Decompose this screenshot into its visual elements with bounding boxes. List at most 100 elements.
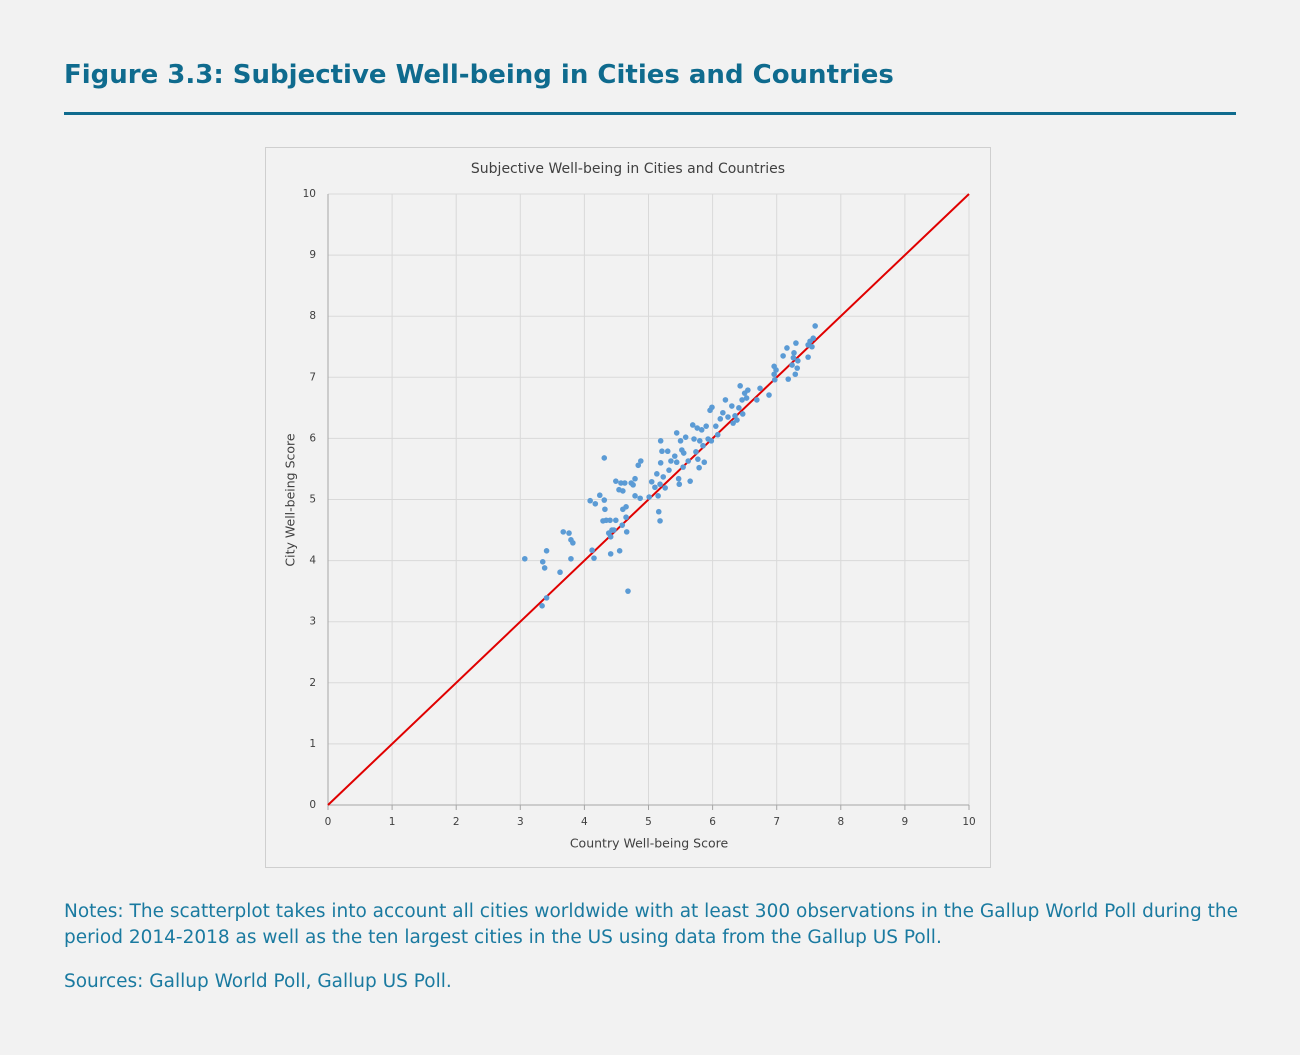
point xyxy=(736,405,742,411)
y-tick-label: 5 xyxy=(309,494,316,506)
point xyxy=(618,480,624,486)
point xyxy=(687,478,693,484)
point xyxy=(790,354,797,361)
point xyxy=(771,371,777,378)
point xyxy=(685,458,692,464)
point xyxy=(619,522,626,528)
point xyxy=(812,323,818,329)
point xyxy=(539,559,546,565)
point xyxy=(601,497,608,503)
point xyxy=(570,540,576,546)
point xyxy=(659,448,665,455)
point xyxy=(621,480,628,486)
point xyxy=(646,494,652,500)
y-tick-label: 6 xyxy=(309,432,316,444)
x-tick-label: 1 xyxy=(389,816,396,828)
point xyxy=(632,475,638,482)
point xyxy=(605,530,612,536)
x-axis-label: Country Well-being Score xyxy=(570,836,729,851)
point xyxy=(657,438,664,444)
point xyxy=(680,464,686,470)
x-tick-label: 3 xyxy=(517,816,524,828)
y-tick-label: 4 xyxy=(309,555,316,567)
x-tick-label: 4 xyxy=(581,816,588,828)
point xyxy=(611,527,617,533)
point xyxy=(677,438,684,444)
point xyxy=(771,376,778,383)
point xyxy=(789,362,795,368)
y-tick-label: 3 xyxy=(309,616,316,628)
point xyxy=(730,420,736,426)
point xyxy=(543,548,550,554)
point xyxy=(682,434,689,440)
y-tick-label: 1 xyxy=(309,738,316,750)
point xyxy=(671,453,678,459)
point xyxy=(623,529,630,535)
point xyxy=(809,343,815,350)
point xyxy=(785,376,792,382)
point xyxy=(625,588,631,594)
y-tick-label: 10 xyxy=(303,188,316,200)
x-tick-label: 8 xyxy=(837,816,844,828)
point xyxy=(732,412,738,419)
point xyxy=(703,423,709,429)
point xyxy=(600,518,606,524)
point xyxy=(607,551,614,557)
point xyxy=(696,438,703,444)
point xyxy=(737,383,743,389)
point xyxy=(601,455,608,461)
point xyxy=(655,493,661,499)
point xyxy=(689,422,696,428)
point xyxy=(635,462,642,469)
point xyxy=(613,478,619,484)
point xyxy=(794,365,801,371)
point xyxy=(620,488,626,494)
point xyxy=(660,474,667,480)
x-tick-label: 2 xyxy=(453,816,460,828)
point xyxy=(743,395,750,401)
point xyxy=(757,385,763,392)
point xyxy=(695,456,701,462)
point xyxy=(675,475,682,482)
point xyxy=(780,353,786,359)
point xyxy=(805,354,811,360)
x-tick-label: 9 xyxy=(902,816,909,828)
point xyxy=(664,448,671,455)
point xyxy=(680,450,687,456)
point xyxy=(729,403,735,409)
x-tick-label: 10 xyxy=(962,816,975,828)
point xyxy=(657,460,664,466)
point xyxy=(630,482,636,488)
point xyxy=(648,478,655,485)
point xyxy=(566,530,572,536)
point xyxy=(654,471,660,477)
point xyxy=(637,495,643,502)
point xyxy=(673,430,680,436)
point xyxy=(591,555,597,561)
point xyxy=(592,500,599,507)
point xyxy=(666,467,672,473)
point xyxy=(620,506,626,513)
point xyxy=(589,547,595,554)
x-tick-label: 0 xyxy=(325,816,332,828)
point xyxy=(708,438,715,444)
y-tick-label: 8 xyxy=(309,310,316,322)
point xyxy=(693,449,699,455)
point xyxy=(739,411,746,417)
point xyxy=(717,416,724,422)
point xyxy=(734,417,740,423)
point xyxy=(739,397,745,403)
y-tick-label: 9 xyxy=(309,249,316,261)
point xyxy=(673,459,680,466)
point xyxy=(691,436,697,442)
point xyxy=(596,492,603,499)
figure-title: Figure 3.3: Subjective Well-being in Cit… xyxy=(64,60,894,90)
point xyxy=(694,425,701,431)
point xyxy=(521,555,528,562)
point xyxy=(616,548,623,554)
point xyxy=(773,367,779,373)
point xyxy=(745,387,751,393)
point xyxy=(657,518,663,524)
point xyxy=(623,514,629,521)
